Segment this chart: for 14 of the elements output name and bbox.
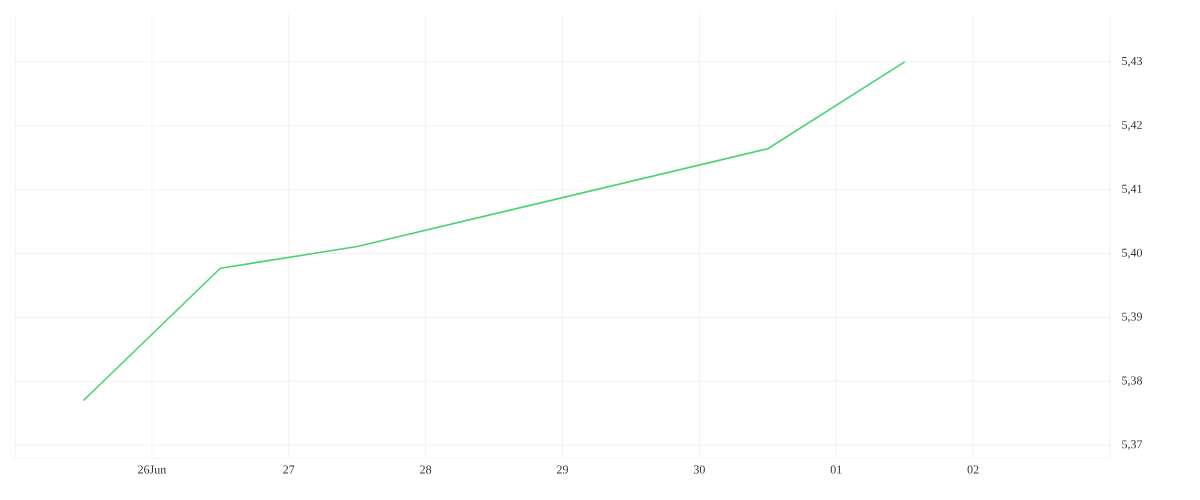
x-tick-label: 28 <box>420 465 432 474</box>
x-tick-label: 26Jun <box>138 465 167 474</box>
y-tick-label: 5,39 <box>1122 312 1142 323</box>
y-tick-label: 5,42 <box>1122 120 1142 131</box>
x-tick-label: 01 <box>830 465 842 474</box>
y-tick-label: 5,38 <box>1122 376 1143 387</box>
y-tick-label: 5,40 <box>1122 248 1143 259</box>
x-tick-label: 30 <box>693 465 705 474</box>
y-tick-label: 5,41 <box>1122 184 1142 195</box>
x-tick-label: 29 <box>557 465 568 474</box>
y-tick-label: 5,43 <box>1122 57 1143 67</box>
y-tick-label: 5,37 <box>1122 440 1143 451</box>
x-tick-label: 27 <box>283 465 295 474</box>
x-tick-label: 02 <box>967 465 979 474</box>
